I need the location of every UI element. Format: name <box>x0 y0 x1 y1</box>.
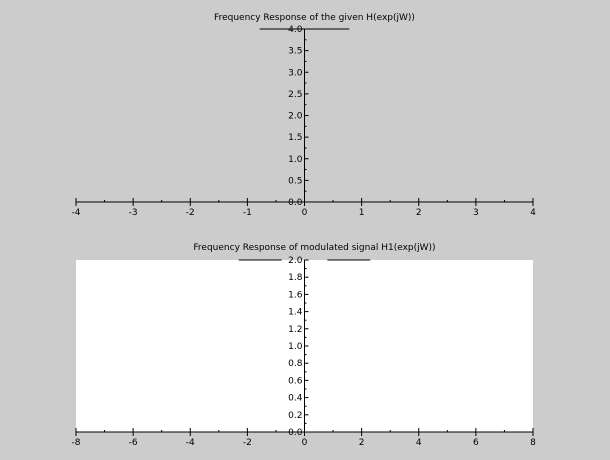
x-tick-label: -2 <box>186 208 195 218</box>
y-tick-label: 1.5 <box>288 133 302 143</box>
x-tick-label: 8 <box>530 438 536 448</box>
x-tick-label: 0 <box>302 208 308 218</box>
bottom-plot: Frequency Response of modulated signal H… <box>72 243 537 448</box>
y-tick-label: 1.0 <box>288 342 303 352</box>
x-tick-label: 6 <box>473 438 479 448</box>
x-tick-label: 3 <box>473 208 479 218</box>
y-tick-label: 1.6 <box>288 290 303 300</box>
y-tick-label: 0.8 <box>288 359 303 369</box>
y-tick-label: 2.0 <box>288 256 303 266</box>
y-tick-label: 1.2 <box>288 325 302 335</box>
y-tick-label: 2.0 <box>288 112 303 122</box>
chart-title: Frequency Response of modulated signal H… <box>193 243 435 253</box>
y-tick-label: 0.6 <box>288 376 303 386</box>
x-tick-label: -6 <box>129 438 138 448</box>
y-tick-label: 0.4 <box>288 394 303 404</box>
x-tick-label: -8 <box>72 438 81 448</box>
x-tick-label: 1 <box>359 208 365 218</box>
chart-title: Frequency Response of the given H(exp(jW… <box>214 13 415 23</box>
x-tick-label: 2 <box>416 208 422 218</box>
x-tick-label: -4 <box>186 438 195 448</box>
x-tick-label: -1 <box>243 208 252 218</box>
top-plot: Frequency Response of the given H(exp(jW… <box>72 13 537 218</box>
x-tick-label: -3 <box>129 208 138 218</box>
y-tick-label: 0.0 <box>288 198 303 208</box>
x-tick-label: 2 <box>359 438 365 448</box>
x-tick-label: 4 <box>416 438 422 448</box>
x-tick-label: 4 <box>530 208 536 218</box>
y-tick-label: 2.5 <box>288 90 302 100</box>
x-tick-label: -2 <box>243 438 252 448</box>
x-tick-label: -4 <box>72 208 81 218</box>
x-tick-label: 0 <box>302 438 308 448</box>
y-tick-label: 0.0 <box>288 428 303 438</box>
y-tick-label: 1.8 <box>288 273 303 283</box>
y-tick-label: 1.0 <box>288 155 303 165</box>
y-tick-label: 3.0 <box>288 68 303 78</box>
y-tick-label: 1.4 <box>288 308 303 318</box>
y-tick-label: 3.5 <box>288 47 302 57</box>
y-tick-label: 0.2 <box>288 411 302 421</box>
y-tick-label: 4.0 <box>288 25 303 35</box>
y-tick-label: 0.5 <box>288 176 302 186</box>
